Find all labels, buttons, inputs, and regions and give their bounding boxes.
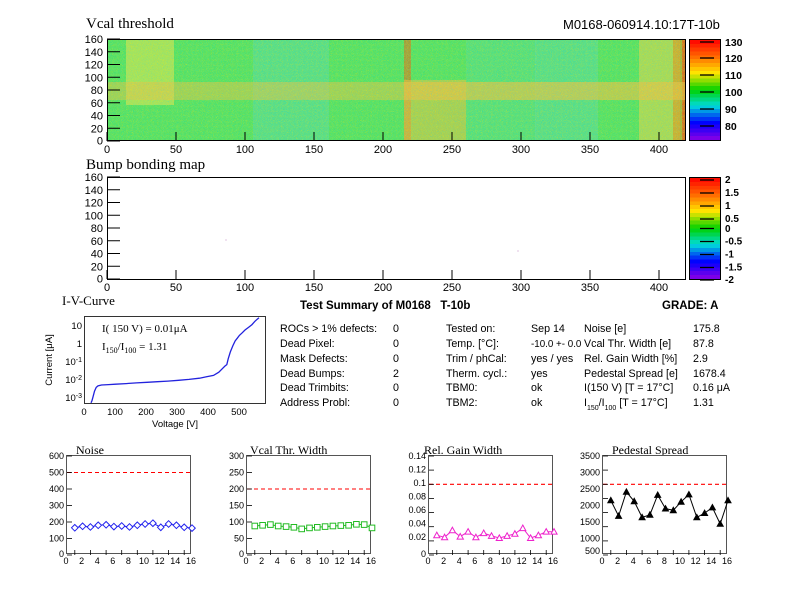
svg-text:4: 4 bbox=[631, 556, 636, 566]
svg-text:-0.5: -0.5 bbox=[725, 237, 743, 248]
svg-text:Therm. cycl.:: Therm. cycl.: bbox=[446, 368, 507, 380]
svg-text:Sep 14: Sep 14 bbox=[531, 323, 565, 335]
svg-text:80: 80 bbox=[725, 121, 737, 133]
svg-text:500: 500 bbox=[585, 546, 600, 556]
svg-text:0.16 μA: 0.16 μA bbox=[693, 382, 731, 394]
svg-text:Noise [e]: Noise [e] bbox=[584, 323, 626, 335]
svg-text:Trim / phCal:: Trim / phCal: bbox=[446, 353, 507, 365]
svg-text:Pedestal Spread [e]: Pedestal Spread [e] bbox=[584, 368, 678, 380]
svg-text:3000: 3000 bbox=[580, 468, 600, 478]
svg-text:Rel. Gain Width [%]: Rel. Gain Width [%] bbox=[584, 353, 677, 365]
svg-text:2: 2 bbox=[615, 556, 620, 566]
svg-text:TBM0:: TBM0: bbox=[446, 382, 477, 394]
svg-text:130: 130 bbox=[725, 37, 743, 49]
svg-text:ROCs > 1% defects:: ROCs > 1% defects: bbox=[280, 323, 377, 335]
svg-text:0: 0 bbox=[725, 224, 731, 235]
svg-text:TBM2:: TBM2: bbox=[446, 397, 477, 409]
svg-text:yes: yes bbox=[531, 368, 548, 380]
svg-text:6: 6 bbox=[646, 556, 651, 566]
svg-text:120: 120 bbox=[725, 53, 743, 65]
svg-text:1678.4: 1678.4 bbox=[693, 368, 726, 380]
svg-text:2: 2 bbox=[393, 368, 399, 380]
svg-text:Temp. [°C]:: Temp. [°C]: bbox=[446, 338, 499, 350]
svg-text:1000: 1000 bbox=[580, 534, 600, 544]
svg-text:I(150 V) [T = 17°C]: I(150 V) [T = 17°C] bbox=[584, 382, 673, 394]
svg-text:-1: -1 bbox=[725, 250, 734, 261]
svg-text:ok: ok bbox=[531, 382, 543, 394]
svg-text:8: 8 bbox=[662, 556, 667, 566]
svg-text:2: 2 bbox=[725, 175, 731, 186]
svg-text:14: 14 bbox=[706, 556, 716, 566]
svg-text:10: 10 bbox=[675, 556, 685, 566]
svg-text:-2: -2 bbox=[725, 275, 734, 286]
svg-text:I150/I100 [T = 17°C]: I150/I100 [T = 17°C] bbox=[584, 397, 668, 412]
svg-text:2500: 2500 bbox=[580, 484, 600, 494]
svg-text:Dead Bumps:: Dead Bumps: bbox=[280, 368, 345, 380]
svg-text:1: 1 bbox=[725, 201, 731, 212]
svg-text:0: 0 bbox=[393, 382, 399, 394]
svg-text:-1.5: -1.5 bbox=[725, 263, 743, 274]
svg-text:yes / yes: yes / yes bbox=[531, 353, 573, 365]
svg-text:Tested on:: Tested on: bbox=[446, 323, 495, 335]
svg-text:2.9: 2.9 bbox=[693, 353, 708, 365]
svg-text:-10.0 +- 0.0: -10.0 +- 0.0 bbox=[531, 339, 582, 350]
svg-text:1500: 1500 bbox=[580, 517, 600, 527]
svg-text:90: 90 bbox=[725, 104, 737, 116]
svg-text:0: 0 bbox=[393, 338, 399, 350]
svg-text:0: 0 bbox=[393, 397, 399, 409]
svg-text:175.8: 175.8 bbox=[693, 323, 720, 335]
svg-text:1.31: 1.31 bbox=[693, 397, 714, 409]
svg-text:Vcal Thr. Width [e]: Vcal Thr. Width [e] bbox=[584, 338, 671, 350]
svg-text:2000: 2000 bbox=[580, 501, 600, 511]
svg-text:16: 16 bbox=[722, 556, 732, 566]
svg-text:3500: 3500 bbox=[580, 451, 600, 461]
svg-text:0: 0 bbox=[393, 353, 399, 365]
svg-text:Dead Trimbits:: Dead Trimbits: bbox=[280, 382, 349, 394]
svg-text:Address Probl:: Address Probl: bbox=[280, 397, 350, 409]
svg-text:87.8: 87.8 bbox=[693, 338, 714, 350]
svg-text:Dead Pixel:: Dead Pixel: bbox=[280, 338, 335, 350]
svg-text:ok: ok bbox=[531, 397, 543, 409]
svg-text:0: 0 bbox=[599, 556, 604, 566]
svg-text:0: 0 bbox=[393, 323, 399, 335]
svg-text:1.5: 1.5 bbox=[725, 188, 739, 199]
svg-text:100: 100 bbox=[725, 87, 743, 99]
svg-text:110: 110 bbox=[725, 70, 742, 82]
svg-text:Mask Defects:: Mask Defects: bbox=[280, 353, 348, 365]
svg-text:12: 12 bbox=[691, 556, 701, 566]
